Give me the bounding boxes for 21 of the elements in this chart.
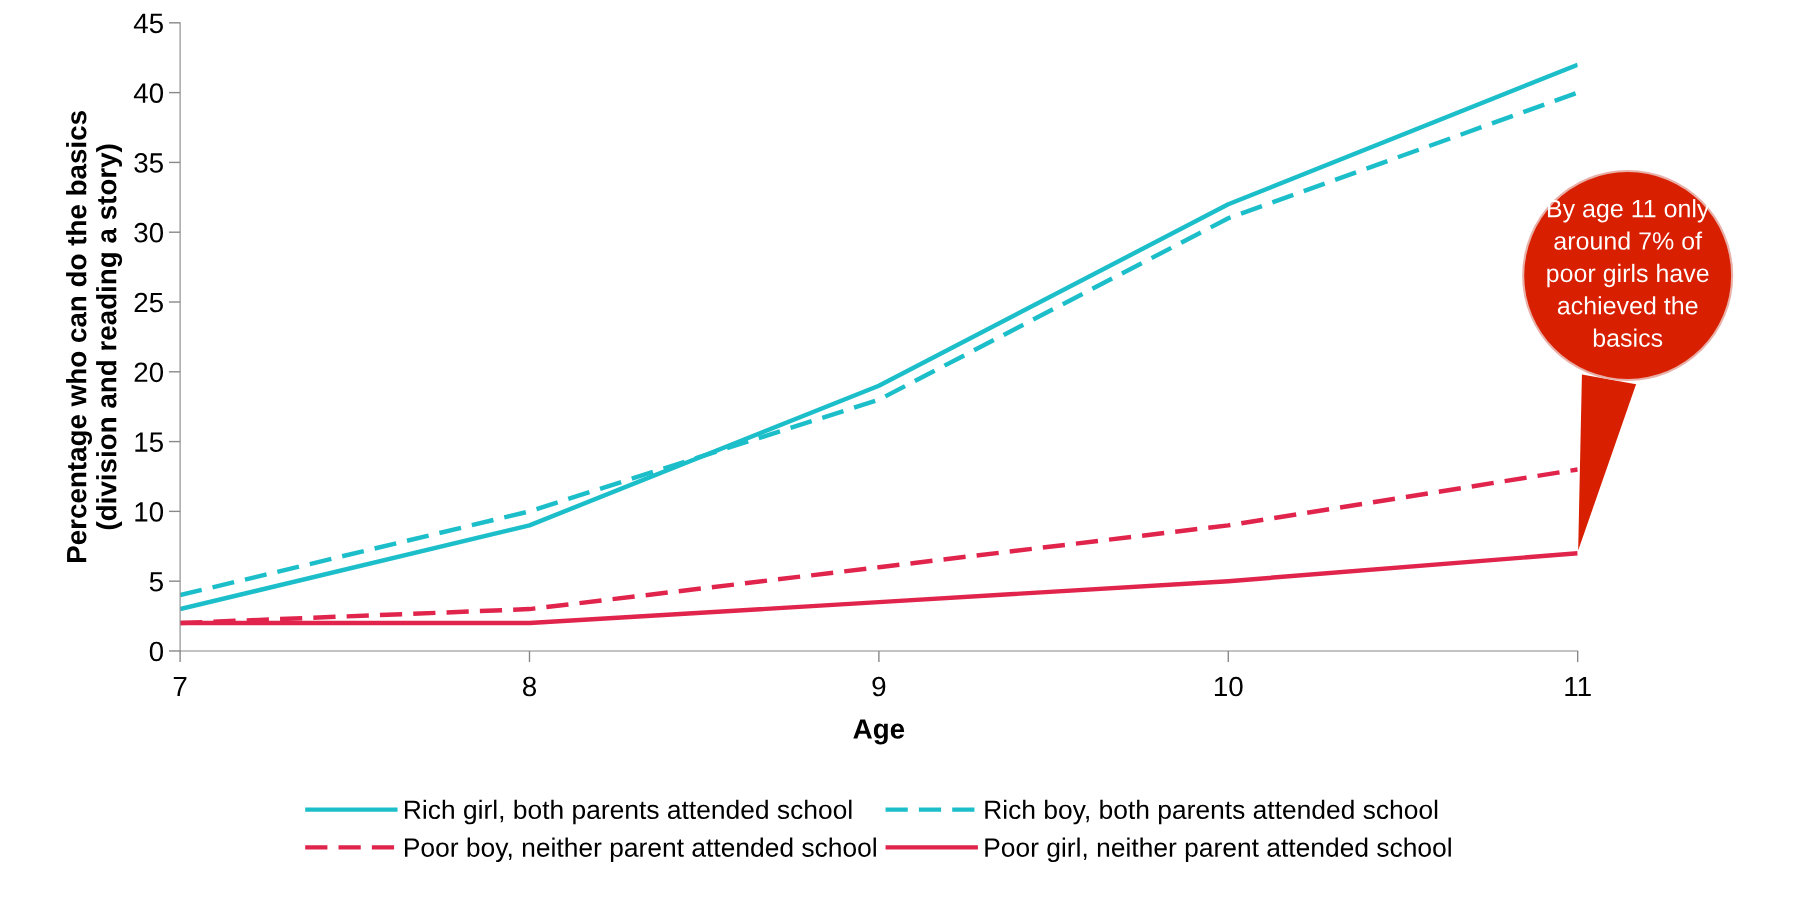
y-tick-label: 5 <box>149 572 163 592</box>
x-tick-label: 11 <box>1565 676 1591 697</box>
x-axis-title: Age <box>853 719 905 745</box>
legend-label: Poor girl, neither parent attended school <box>985 837 1451 863</box>
legend-label: Rich girl, both parents attended school <box>404 799 852 825</box>
y-tick-label: 20 <box>134 362 164 383</box>
y-tick-label: 0 <box>149 641 164 662</box>
x-tick-label: 9 <box>872 676 886 697</box>
legend-label: Poor boy, neither parent attended school <box>404 837 876 863</box>
x-tick-label: 7 <box>173 676 187 697</box>
x-tick-label: 10 <box>1214 676 1243 697</box>
y-tick-label: 30 <box>134 222 164 243</box>
y-tick-label: 35 <box>134 153 163 173</box>
y-tick-label: 15 <box>135 432 163 452</box>
y-tick-label: 40 <box>133 83 164 103</box>
y-axis-title: Percentage who can do the basics (division and reading a story) <box>66 111 123 562</box>
y-tick-label: 25 <box>134 292 163 313</box>
y-tick-label: 45 <box>133 13 163 34</box>
y-tick-label: 10 <box>135 502 164 522</box>
x-tick-label: 8 <box>522 676 537 697</box>
legend-label: Rich boy, both parents attended school <box>985 799 1438 825</box>
